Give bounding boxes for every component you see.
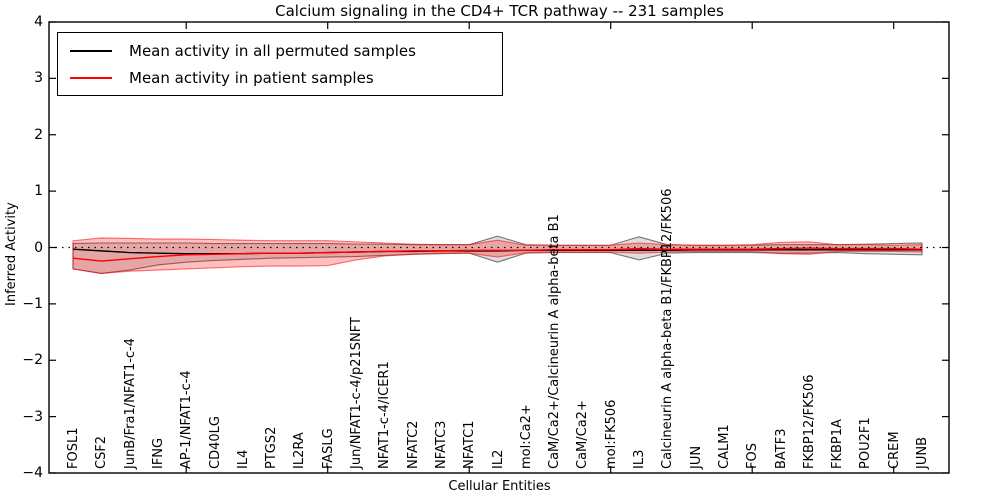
- y-tick-label: 0: [34, 239, 43, 256]
- x-tick-label: NFATC2: [405, 420, 421, 469]
- legend-label-permuted: Mean activity in all permuted samples: [129, 41, 416, 60]
- y-tick-label: −2: [22, 352, 43, 369]
- x-tick-label: CSF2: [94, 435, 110, 469]
- x-tick-label: FOSL1: [66, 427, 81, 469]
- x-tick-label: IL2: [490, 449, 506, 469]
- x-tick-label: Jun/NFAT1-c-4/p21SNFT: [349, 317, 364, 469]
- permuted-line-swatch: [70, 49, 112, 52]
- x-tick-label: FASLG: [320, 428, 336, 469]
- x-tick-label: PTGS2: [264, 426, 280, 469]
- x-tick-label: FKBP12/FK506: [801, 374, 817, 470]
- legend-entry-permuted: Mean activity in all permuted samples: [58, 37, 502, 64]
- x-tick-label: AP-1/NFAT1-c-4: [179, 370, 195, 469]
- x-tick-label: BATF3: [773, 428, 789, 470]
- y-tick-label: 2: [34, 126, 43, 143]
- x-tick-label: CALM1: [716, 424, 732, 469]
- y-tick-label: 4: [34, 14, 43, 30]
- patient-band: [72, 237, 923, 274]
- x-tick-label: CaM/Ca2+/Calcineurin A alpha-beta B1: [547, 214, 563, 469]
- x-tick-label: NFATC3: [433, 420, 449, 469]
- chart-title: Calcium signaling in the CD4+ TCR pathwa…: [275, 2, 724, 20]
- x-tick-label: Calcineurin A alpha-beta B1/FKBP12/FK506: [660, 188, 676, 469]
- x-tick-label: mol:FK506: [603, 399, 619, 469]
- x-tick-label: IL4: [235, 449, 251, 469]
- x-tick-label: POU2F1: [858, 417, 874, 469]
- x-tick-label: JUN: [688, 445, 704, 469]
- x-tick-label: CaM/Ca2+: [575, 400, 591, 469]
- x-tick-label: CREM: [886, 431, 902, 469]
- y-tick-label: −1: [22, 295, 43, 312]
- patient-mean-line: [72, 247, 923, 262]
- y-tick-label: −4: [22, 465, 43, 481]
- legend-entry-patient: Mean activity in patient samples: [58, 64, 502, 91]
- patient-line-swatch: [70, 76, 112, 79]
- x-tick-label: IFNG: [150, 437, 166, 469]
- y-tick-label: −3: [22, 408, 43, 425]
- x-tick-label: JunB/Fra1/NFAT1-c-4: [122, 337, 138, 469]
- x-tick-label: IL2RA: [292, 432, 308, 469]
- x-tick-label: JUNB: [915, 437, 930, 469]
- y-tick-label: 1: [34, 183, 43, 200]
- x-tick-label: FKBP1A: [830, 419, 846, 469]
- x-tick-label: mol:Ca2+: [518, 404, 534, 469]
- y-tick-label: 3: [34, 70, 43, 87]
- x-axis-label: Cellular Entities: [448, 479, 551, 494]
- x-tick-label: NFATC1: [462, 420, 478, 469]
- x-tick-label: FOS: [745, 443, 761, 469]
- x-tick-label: IL3: [632, 449, 647, 469]
- legend: Mean activity in all permuted samples Me…: [57, 32, 503, 96]
- x-tick-label: NFAT1-c-4/ICER1: [377, 361, 393, 469]
- x-tick-label: CD40LG: [207, 416, 223, 469]
- legend-label-patient: Mean activity in patient samples: [129, 68, 374, 87]
